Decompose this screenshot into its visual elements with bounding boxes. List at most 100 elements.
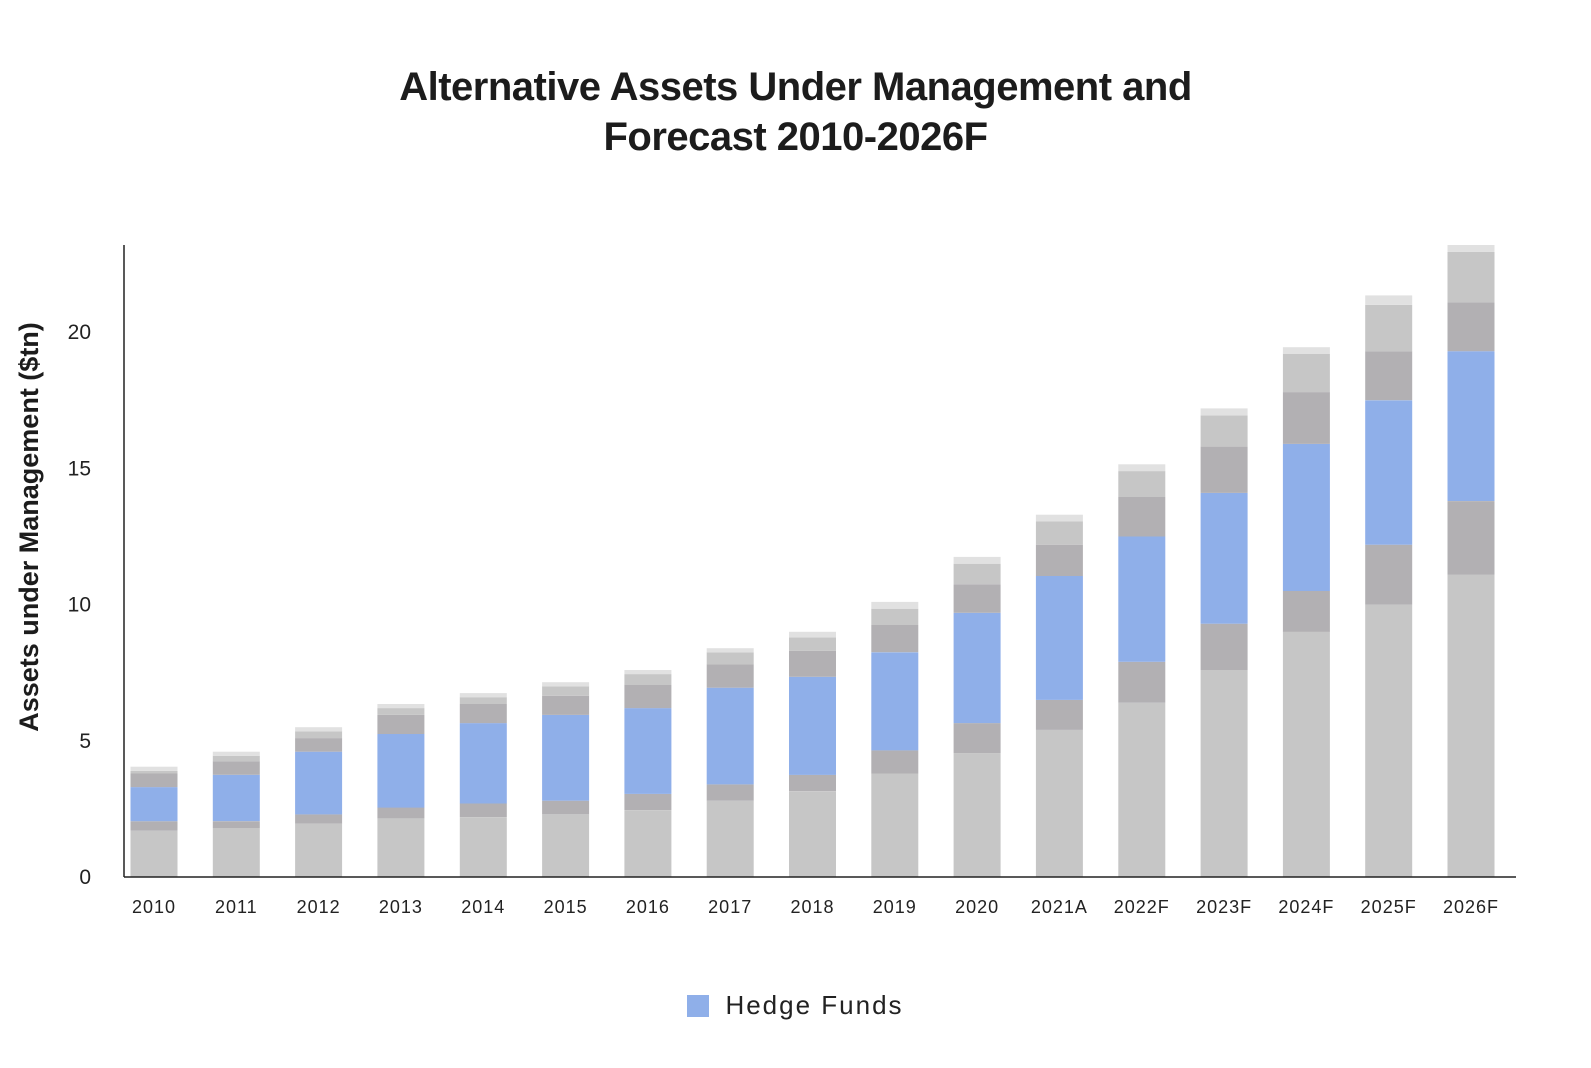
bar-segment-2014-series-5 (459, 693, 507, 698)
y-axis-label: Assets under Management ($tn) (14, 322, 44, 732)
x-tick-label: 2010 (132, 897, 176, 917)
bar-segment-2013-series-3 (377, 714, 425, 734)
bar-segment-2014-hedge-funds (459, 723, 507, 804)
bar-segment-2014-series-3 (459, 704, 507, 724)
x-tick-label: 2026F (1443, 897, 1499, 917)
bar-segment-2024F-series-3 (1282, 392, 1330, 444)
bar-segment-2018-hedge-funds (789, 676, 836, 775)
x-tick-label: 2013 (379, 897, 423, 917)
bar-segment-2023F-series-5 (1200, 408, 1248, 416)
bar-segment-2022F-series-4 (1118, 471, 1166, 497)
bar-segment-2020-series-4 (953, 563, 1001, 585)
x-tick-label: 2016 (626, 897, 670, 917)
x-tick-label: 2023F (1196, 897, 1252, 917)
bar-segment-2026F-series-3 (1447, 302, 1495, 352)
bar-segment-2022F-series-0 (1118, 702, 1166, 877)
bar-segment-2010-series-1 (130, 821, 178, 831)
bar-segment-2014-series-4 (459, 697, 507, 704)
bar-segment-2015-hedge-funds (542, 714, 590, 801)
bar-segment-2019-series-1 (871, 750, 919, 774)
bar-segment-2018-series-5 (789, 631, 836, 638)
bar-segment-2011-series-1 (212, 821, 260, 828)
y-tick-label: 20 (68, 321, 91, 344)
bar-segment-2021A-series-0 (1035, 729, 1083, 877)
bar-segment-2017-series-4 (706, 652, 754, 665)
x-tick-label: 2017 (708, 897, 752, 917)
bar-segment-2016-series-1 (624, 793, 672, 811)
bar-segment-2018-series-3 (789, 650, 836, 677)
bar-segment-2022F-series-5 (1118, 464, 1166, 472)
bar-segment-2016-series-5 (624, 670, 672, 675)
legend: Hedge Funds (0, 990, 1591, 1021)
bar-segment-2015-series-3 (542, 695, 590, 715)
bar-segment-2021A-hedge-funds (1035, 576, 1083, 700)
bar-segment-2020-series-5 (953, 556, 1001, 564)
x-tick-label: 2022F (1114, 897, 1170, 917)
bar-segment-2011-series-0 (212, 828, 260, 877)
bar-segment-2021A-series-1 (1035, 699, 1083, 730)
bar-segment-2020-series-1 (953, 723, 1001, 754)
bar-segment-2013-series-0 (377, 818, 425, 877)
bar-segment-2017-series-3 (706, 664, 754, 688)
bar-segment-2021A-series-5 (1035, 514, 1083, 522)
bar-segment-2024F-series-1 (1282, 591, 1330, 632)
y-tick-label: 15 (68, 457, 91, 480)
x-tick-label: 2024F (1278, 897, 1334, 917)
bar-segment-2019-series-4 (871, 608, 919, 625)
bar-segment-2020-series-3 (953, 584, 1001, 613)
y-tick-label: 5 (79, 730, 91, 753)
bar-segment-2025F-series-1 (1365, 544, 1413, 605)
bar-segment-2020-series-0 (953, 753, 1001, 877)
bars-group (130, 245, 1495, 877)
x-tick-label: 2021A (1031, 897, 1088, 917)
bar-segment-2013-hedge-funds (377, 734, 425, 808)
bar-segment-2013-series-1 (377, 807, 425, 819)
bar-segment-2013-series-5 (377, 704, 425, 709)
bar-segment-2024F-hedge-funds (1282, 443, 1330, 591)
bar-segment-2026F-series-5 (1447, 245, 1495, 252)
bar-segment-2019-series-5 (871, 601, 919, 609)
bar-segment-2015-series-1 (542, 800, 590, 815)
bar-segment-2014-series-0 (459, 817, 507, 877)
bar-segment-2024F-series-5 (1282, 347, 1330, 354)
bar-segment-2023F-series-4 (1200, 415, 1248, 447)
legend-label-hedge-funds: Hedge Funds (725, 990, 904, 1020)
bar-segment-2022F-series-1 (1118, 661, 1166, 703)
x-tick-label: 2018 (790, 897, 834, 917)
bar-segment-2025F-hedge-funds (1365, 400, 1413, 545)
bar-segment-2026F-series-4 (1447, 251, 1495, 303)
bar-segment-2011-series-4 (212, 755, 260, 762)
bar-segment-2012-series-4 (295, 731, 343, 739)
bar-segment-2010-series-4 (130, 770, 178, 774)
x-tick-label: 2025F (1361, 897, 1417, 917)
x-tick-label: 2014 (461, 897, 505, 917)
bar-segment-2010-series-3 (130, 773, 178, 788)
bar-segment-2023F-series-3 (1200, 446, 1248, 493)
bar-segment-2010-series-5 (130, 766, 178, 771)
bar-segment-2015-series-5 (542, 682, 590, 687)
bar-segment-2017-series-0 (706, 800, 754, 877)
bar-segment-2025F-series-0 (1365, 604, 1413, 877)
bar-segment-2021A-series-4 (1035, 521, 1083, 545)
bar-segment-2021A-series-3 (1035, 544, 1083, 576)
bar-segment-2022F-hedge-funds (1118, 536, 1166, 662)
bar-segment-2010-hedge-funds (130, 787, 178, 822)
bar-segment-2022F-series-3 (1118, 497, 1166, 537)
bar-segment-2012-series-0 (295, 823, 343, 877)
y-tick-label: 0 (79, 866, 91, 889)
x-tick-label: 2015 (544, 897, 588, 917)
bar-segment-2019-hedge-funds (871, 652, 919, 751)
y-tick-labels: 0 5 10 15 20 (68, 321, 91, 889)
bar-segment-2015-series-0 (542, 814, 590, 877)
bar-segment-2011-series-5 (212, 751, 260, 756)
bar-segment-2025F-series-5 (1365, 295, 1413, 305)
chart-title-line-1: Alternative Assets Under Management and (399, 65, 1192, 109)
x-tick-label: 2019 (873, 897, 917, 917)
bar-segment-2013-series-4 (377, 708, 425, 715)
x-tick-label: 2020 (955, 897, 999, 917)
bar-segment-2016-series-0 (624, 810, 672, 877)
bar-segment-2025F-series-3 (1365, 351, 1413, 401)
bar-segment-2026F-hedge-funds (1447, 351, 1495, 501)
